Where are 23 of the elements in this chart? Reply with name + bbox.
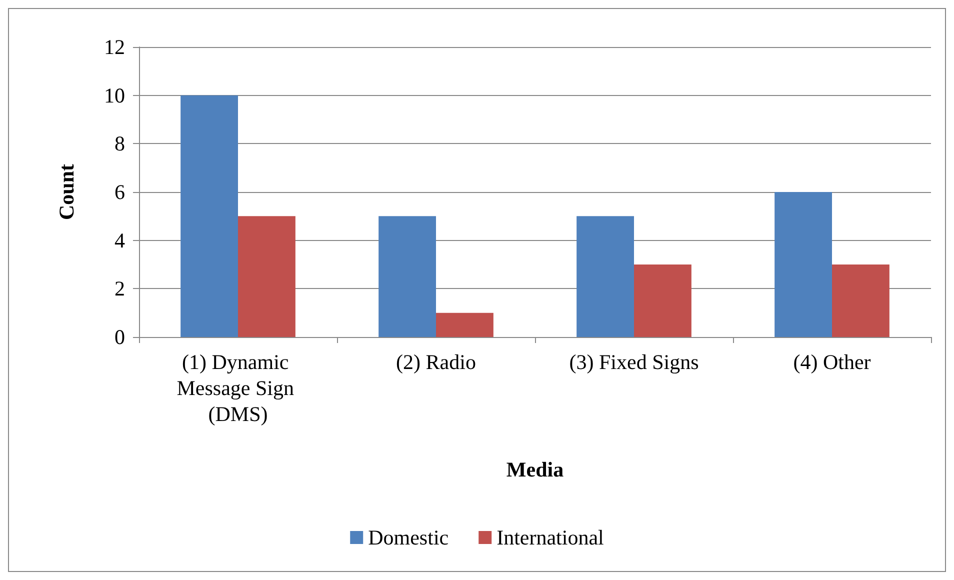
y-tick-label: 4 [114,228,126,252]
y-tick-label: 6 [114,180,125,204]
bar [634,264,692,337]
y-tick-label: 10 [104,83,125,108]
y-tick-label: 8 [114,132,125,156]
x-axis-title: Media [506,458,564,482]
y-tick-label: 0 [114,325,125,349]
x-tick-label: (1) Dynamic Message Sign (DMS) [176,350,300,426]
y-tick-label: 2 [114,276,125,301]
bar [180,95,238,337]
y-tick-label: 12 [104,35,125,59]
y-axis-title: Count [54,164,78,220]
bar [238,216,296,337]
x-tick-label: (4) Other [793,350,871,374]
bar [774,192,832,337]
bar [832,264,890,337]
x-tick-label: (2) Radio [396,350,476,374]
legend-label: International [496,526,604,550]
bar [378,216,436,337]
legend-label: Domestic [368,526,449,550]
bar [436,312,494,337]
bar [576,216,634,337]
x-tick-label: (3) Fixed Signs [569,350,699,374]
